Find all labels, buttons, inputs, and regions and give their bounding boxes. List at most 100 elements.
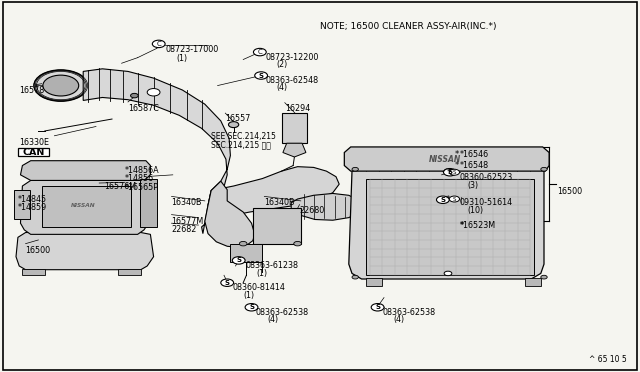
Text: *16565P: *16565P	[125, 183, 159, 192]
Text: 08363-61238: 08363-61238	[246, 261, 299, 270]
Text: 08360-81414: 08360-81414	[232, 283, 285, 292]
Text: NOTE; 16500 CLEANER ASSY-AIR(INC.*): NOTE; 16500 CLEANER ASSY-AIR(INC.*)	[320, 22, 497, 31]
Text: SEE SEC.214,215: SEE SEC.214,215	[211, 132, 276, 141]
Text: 16576M: 16576M	[104, 182, 136, 191]
Text: 22682: 22682	[172, 225, 197, 234]
Circle shape	[444, 169, 452, 173]
Bar	[525, 278, 541, 286]
Text: *16548: *16548	[460, 161, 489, 170]
Text: 22680: 22680	[300, 206, 324, 215]
Text: (10): (10)	[467, 206, 483, 215]
Text: (1): (1)	[176, 54, 187, 62]
Text: S: S	[375, 304, 380, 310]
Circle shape	[147, 89, 160, 96]
Circle shape	[444, 169, 456, 176]
Text: 08363-62538: 08363-62538	[256, 308, 309, 317]
Text: *: *	[454, 161, 459, 170]
Text: 16500: 16500	[26, 246, 51, 254]
Polygon shape	[349, 166, 544, 279]
Bar	[42, 186, 131, 227]
Bar	[140, 179, 157, 227]
Circle shape	[221, 279, 234, 286]
Polygon shape	[344, 147, 549, 171]
Text: *14856A: *14856A	[125, 166, 159, 174]
Polygon shape	[20, 180, 148, 234]
Text: 08723-12200: 08723-12200	[266, 53, 319, 62]
Circle shape	[371, 304, 384, 311]
Circle shape	[352, 167, 358, 171]
Circle shape	[34, 70, 88, 101]
Text: 08723-17000: 08723-17000	[165, 45, 218, 54]
Bar	[18, 148, 49, 156]
Text: 16587C: 16587C	[128, 104, 159, 113]
Polygon shape	[283, 143, 306, 157]
Text: S: S	[236, 257, 241, 263]
Text: 09310-51614: 09310-51614	[460, 198, 513, 207]
Text: S: S	[440, 197, 445, 203]
Circle shape	[294, 241, 301, 246]
Text: 16330E: 16330E	[19, 138, 49, 147]
Text: (1): (1)	[243, 291, 254, 300]
Polygon shape	[83, 69, 230, 205]
Circle shape	[444, 271, 452, 276]
Circle shape	[239, 241, 247, 246]
Text: ^ 65 10 5: ^ 65 10 5	[589, 355, 627, 364]
Text: 16294: 16294	[285, 104, 310, 113]
Bar	[118, 269, 141, 275]
Circle shape	[232, 257, 245, 264]
Text: S: S	[225, 280, 230, 286]
Polygon shape	[16, 232, 154, 270]
Text: 16500: 16500	[557, 187, 582, 196]
Polygon shape	[291, 193, 362, 220]
Polygon shape	[20, 161, 150, 180]
Text: NISSAN: NISSAN	[71, 203, 95, 208]
Circle shape	[152, 40, 165, 48]
Text: 16578: 16578	[19, 86, 44, 94]
Circle shape	[449, 169, 460, 175]
Text: *16546: *16546	[460, 150, 489, 158]
Circle shape	[449, 196, 460, 202]
Text: (3): (3)	[467, 181, 478, 190]
Circle shape	[245, 304, 258, 311]
Text: *14859: *14859	[18, 203, 47, 212]
Text: *: *	[445, 195, 450, 204]
Text: (4): (4)	[276, 83, 287, 92]
Circle shape	[228, 122, 239, 128]
Text: 16340B: 16340B	[264, 198, 295, 207]
Text: NISSAN: NISSAN	[429, 155, 461, 164]
Text: S: S	[447, 169, 452, 175]
Text: 08360-62523: 08360-62523	[460, 173, 513, 182]
Bar	[22, 269, 45, 275]
Text: (1): (1)	[256, 269, 267, 278]
Text: *: *	[460, 221, 464, 230]
Text: S: S	[452, 170, 456, 175]
Text: C: C	[156, 41, 161, 47]
Circle shape	[436, 196, 449, 203]
Text: (4): (4)	[393, 315, 404, 324]
Text: *16523M: *16523M	[460, 221, 495, 230]
Text: 16340B: 16340B	[172, 198, 202, 207]
Text: S: S	[452, 196, 456, 202]
Bar	[230, 244, 262, 262]
Bar	[366, 278, 382, 286]
Bar	[282, 113, 307, 143]
Text: (2): (2)	[276, 60, 288, 69]
Polygon shape	[202, 167, 339, 234]
Text: *14845: *14845	[18, 195, 47, 204]
Text: 08363-62548: 08363-62548	[266, 76, 319, 85]
Text: *: *	[454, 150, 459, 158]
Circle shape	[352, 275, 358, 279]
Text: S: S	[249, 304, 254, 310]
Text: 08363-62538: 08363-62538	[383, 308, 436, 317]
Circle shape	[541, 167, 547, 171]
Circle shape	[131, 93, 138, 98]
Circle shape	[255, 72, 268, 79]
Bar	[14, 190, 30, 219]
Circle shape	[253, 48, 266, 56]
Text: *14856: *14856	[125, 174, 154, 183]
Text: (: (	[460, 196, 462, 203]
Text: 16577M: 16577M	[172, 217, 204, 225]
Circle shape	[541, 275, 547, 279]
Text: CAN: CAN	[22, 148, 44, 157]
Circle shape	[43, 75, 79, 96]
